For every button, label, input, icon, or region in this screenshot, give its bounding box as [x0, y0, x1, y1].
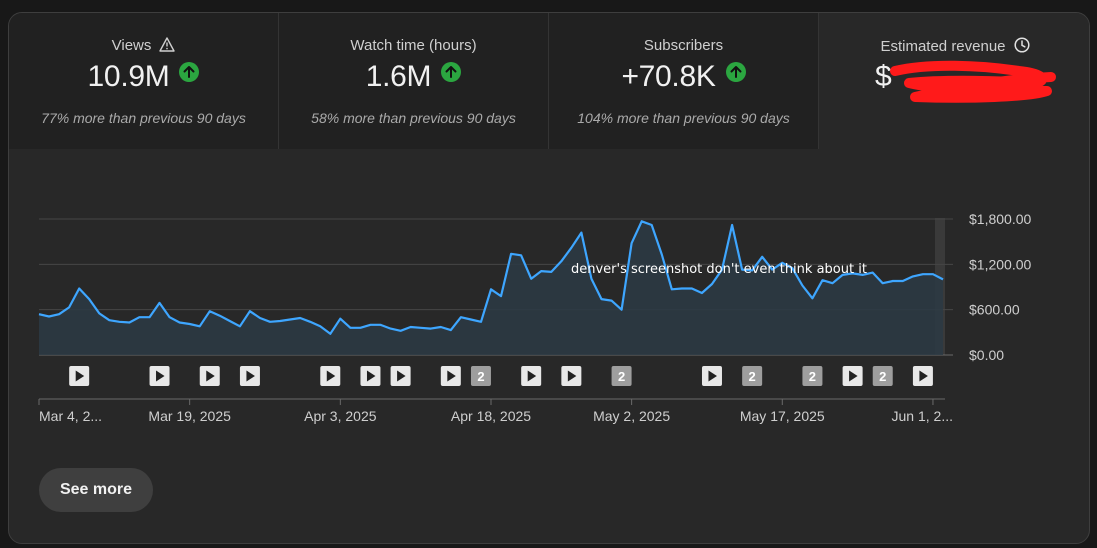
- x-tick-label: Jun 1, 2...: [892, 408, 953, 424]
- analytics-card: Views 10.9M 77% more than previous 90 da…: [8, 12, 1090, 544]
- warning-icon: [159, 37, 176, 56]
- metric-title: Views: [9, 37, 278, 56]
- metric-title: Watch time (hours): [350, 37, 477, 54]
- video-marker: [872, 366, 893, 386]
- play-icon: [397, 370, 406, 382]
- x-tick-label: Mar 4, 2...: [39, 408, 102, 424]
- play-icon: [527, 370, 537, 382]
- metric-tabs: Views 10.9M 77% more than previous 90 da…: [9, 13, 1089, 149]
- metric-change: 77% more than previous 90 days: [41, 110, 246, 126]
- metric-views[interactable]: Views 10.9M 77% more than previous 90 da…: [9, 13, 279, 149]
- arrow-up-icon: [179, 62, 200, 82]
- video-marker-count: 2: [809, 369, 816, 384]
- y-tick-label: $600.00: [969, 302, 1020, 318]
- metric-value: 1.6M: [279, 60, 548, 94]
- play-icon: [567, 370, 577, 382]
- metric-change: 58% more than previous 90 days: [311, 110, 516, 126]
- x-tick-label: Apr 18, 2025: [451, 408, 531, 424]
- revenue-chart: $0.00 $600.00 $1,200.00 $1,800.00 2 2 2 2 2 Mar 4…: [38, 211, 1031, 424]
- clock-icon: [1013, 37, 1030, 57]
- x-tick-label: Apr 3, 2025: [304, 408, 377, 424]
- arrow-up-icon: [725, 62, 746, 82]
- metric-value: 10.9M: [9, 60, 278, 94]
- play-icon: [366, 370, 376, 382]
- play-icon: [206, 370, 215, 382]
- series-area: [39, 221, 943, 355]
- play-icon: [919, 370, 928, 382]
- metric-change: 104% more than previous 90 days: [577, 110, 790, 126]
- video-marker: [611, 366, 632, 386]
- metric-value: +70.8K: [549, 60, 818, 94]
- x-tick-label: May 17, 2025: [740, 408, 825, 424]
- video-marker: [802, 366, 823, 386]
- series-line: [38, 220, 944, 335]
- y-tick-label: $0.00: [969, 347, 1004, 363]
- video-marker-count: 2: [749, 369, 756, 384]
- x-tick-label: Mar 19, 2025: [148, 408, 231, 424]
- play-icon: [708, 370, 717, 382]
- metric-value: $: [875, 60, 892, 93]
- x-tick-label: May 2, 2025: [593, 408, 670, 424]
- video-marker-count: 2: [477, 369, 484, 384]
- video-marker: [742, 366, 763, 386]
- play-icon: [156, 370, 165, 382]
- play-icon: [75, 370, 85, 382]
- play-icon: [326, 370, 336, 382]
- metric-title: Estimated revenue: [819, 37, 1089, 57]
- play-icon: [849, 370, 858, 382]
- redaction-scribble: [890, 60, 1056, 103]
- metric-title: Subscribers: [643, 37, 724, 54]
- play-icon: [447, 370, 456, 382]
- y-tick-label: $1,200.00: [969, 256, 1031, 272]
- arrow-up-icon: [441, 62, 462, 82]
- video-marker-count: 2: [618, 369, 625, 384]
- play-icon: [246, 370, 255, 382]
- see-more-button[interactable]: See more: [39, 468, 153, 512]
- y-tick-label: $1,800.00: [969, 211, 1031, 227]
- metric-subscribers[interactable]: Subscribers +70.8K 104% more than previo…: [549, 13, 819, 149]
- watermark-text: denver's screenshot don't even think abo…: [571, 262, 867, 277]
- video-marker: [470, 366, 491, 386]
- metric-watch-time[interactable]: Watch time (hours) 1.6M 58% more than pr…: [279, 13, 549, 149]
- video-marker-count: 2: [879, 369, 886, 384]
